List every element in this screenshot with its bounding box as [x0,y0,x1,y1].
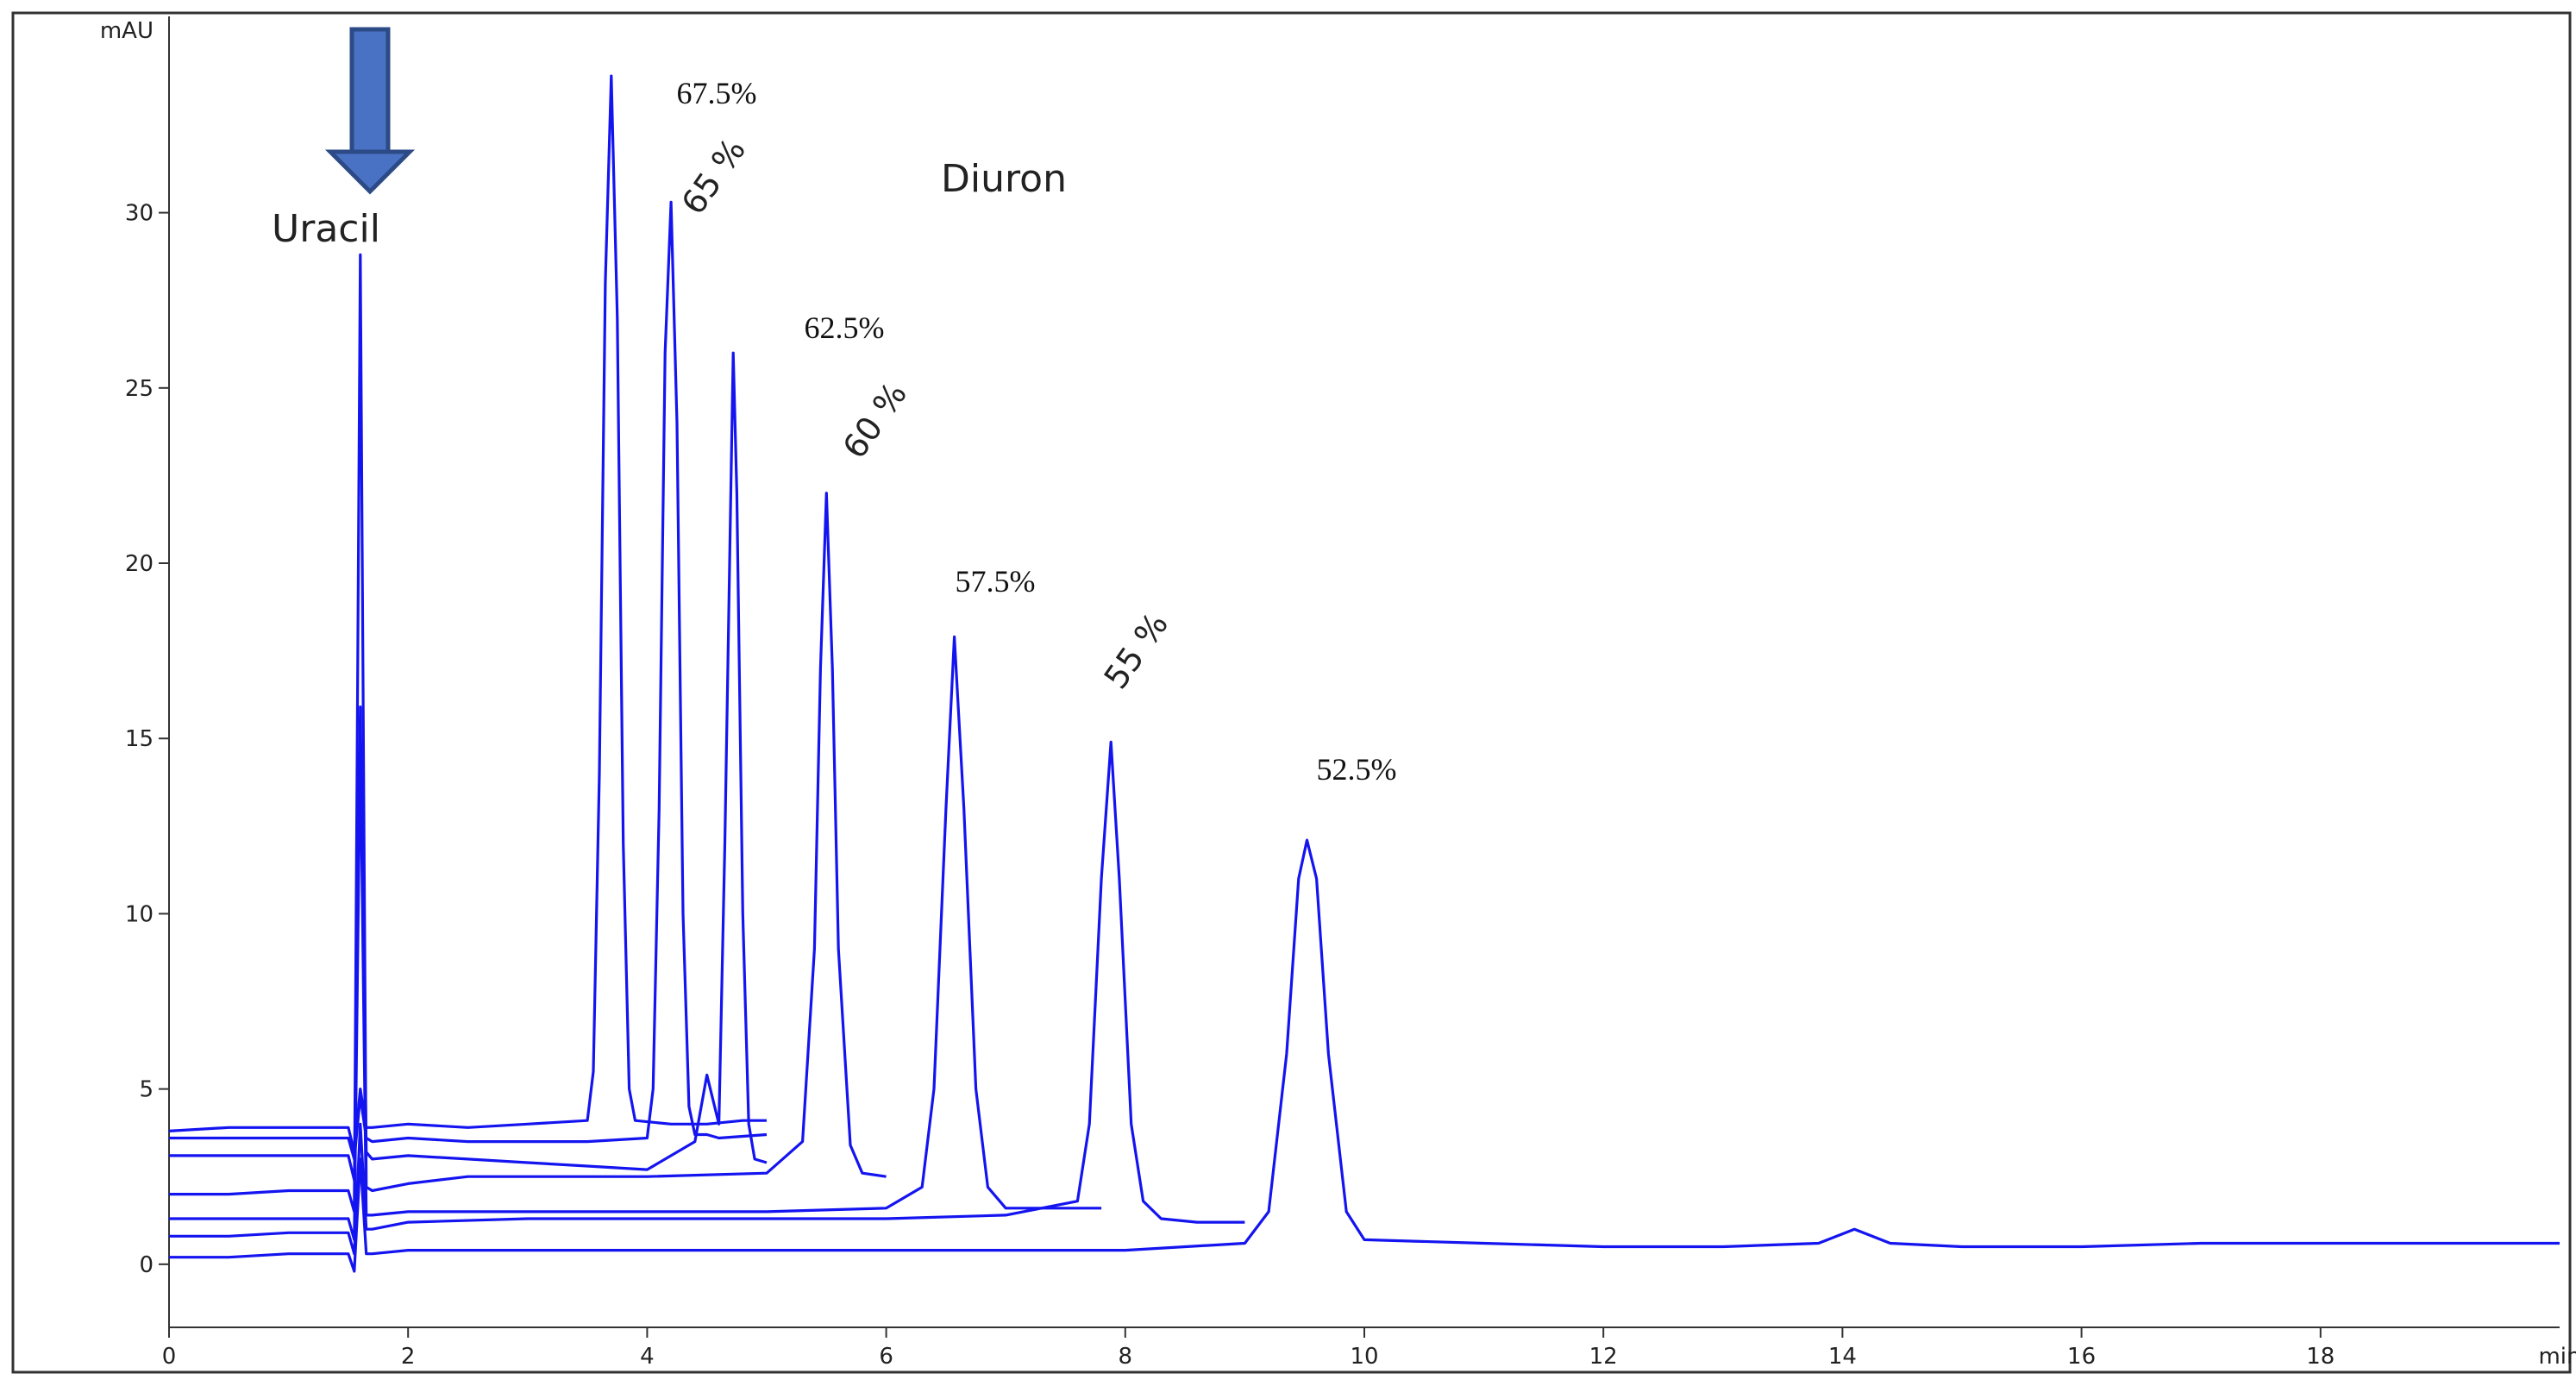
x-axis-label: min [2538,1344,2576,1370]
y-axis-label: mAU [100,18,154,44]
x-tick-label: 12 [1589,1344,1618,1370]
trace [168,74,767,1154]
x-tick-label: 0 [162,1344,177,1370]
annotation: Diuron [941,157,1067,201]
x-tick-label: 16 [2067,1344,2096,1370]
frame [11,11,2572,1374]
y-tick-label: 15 [125,726,154,752]
annotation: Uracil [272,207,380,251]
x-tick-label: 14 [1828,1344,1857,1370]
trace [169,635,1102,1241]
trace [169,838,2560,1273]
annotation: 67.5% [677,76,757,110]
y-tick-label: 5 [139,1077,154,1103]
y-tick-label: 20 [125,551,154,577]
x-tick-label: 8 [1119,1344,1133,1370]
trace [169,253,887,1214]
y-tick-label: 25 [125,376,154,402]
x-tick-label: 18 [2306,1344,2335,1370]
arrow [324,27,416,195]
x-tick-label: 10 [1350,1344,1378,1370]
y-tick-label: 0 [139,1252,154,1278]
y-tick-label: 10 [125,901,154,927]
x-tick-label: 2 [401,1344,416,1370]
annotation: 57.5% [956,564,1036,599]
x-tick-label: 4 [640,1344,655,1370]
trace [169,740,1245,1256]
y-tick-label: 30 [125,201,154,227]
x-tick-label: 6 [879,1344,893,1370]
annotation: 62.5% [805,310,885,345]
annotation: 52.5% [1317,752,1397,787]
